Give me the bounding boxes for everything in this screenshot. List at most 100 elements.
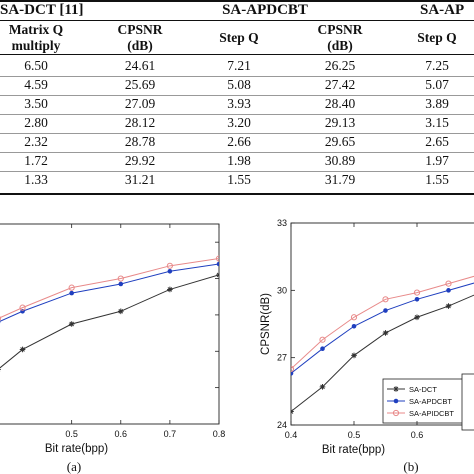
chart-panel-a: 0.5 0.6 0.7 0.8 Bit rate(bpp) (a) SA-DCT SA-APD…	[0, 223, 470, 474]
x-tick-label: 0.4	[285, 430, 298, 440]
data-point	[68, 321, 75, 327]
table-cell: 1.33	[24, 172, 48, 187]
sub-header-line: Step Q	[417, 30, 457, 45]
figure-panels: 0.5 0.6 0.7 0.8 Bit rate(bpp) (a) SA-DCT SA-APD…	[0, 218, 474, 474]
table-cell: 1.98	[227, 153, 251, 168]
data-point	[383, 308, 388, 313]
x-tick-label: 0.6	[115, 429, 128, 439]
data-point	[393, 386, 399, 392]
table-cell: 3.50	[24, 96, 48, 111]
data-point	[291, 371, 294, 376]
data-point	[393, 398, 399, 404]
data-point	[382, 296, 389, 303]
table-cell: 2.80	[24, 115, 48, 130]
table-cell: 26.25	[324, 58, 356, 73]
sub-header-1: CPSNR (dB)	[90, 22, 190, 54]
data-point	[351, 323, 357, 329]
x-tick-label: 0.8	[213, 429, 226, 439]
data-point	[167, 286, 173, 293]
table-cell: 2.32	[24, 134, 48, 149]
series-group	[0, 255, 219, 372]
data-point	[392, 409, 400, 417]
table-cell: 7.25	[425, 58, 449, 73]
table-bottom-rule	[0, 193, 474, 195]
data-point	[320, 346, 325, 351]
sub-header-line: Matrix Q	[8, 22, 64, 37]
series-line	[291, 275, 474, 370]
sub-header-4: Step Q	[387, 30, 474, 46]
y-tick-label: 30	[277, 285, 287, 295]
data-point	[413, 289, 421, 296]
data-point	[414, 297, 420, 302]
panel-label: (b)	[403, 459, 418, 474]
group-header-sa-ap: SA-AP	[420, 2, 465, 18]
row-divider	[0, 152, 474, 153]
table-cell: 1.97	[425, 153, 449, 168]
y-axis-label: CPSNR(dB)	[260, 293, 272, 355]
sub-header-line: CPSNR	[117, 22, 163, 37]
y-tick-label: 27	[277, 353, 287, 363]
sub-header-line: CPSNR	[317, 22, 363, 37]
data-point	[19, 304, 26, 311]
data-point	[19, 346, 26, 353]
data-point	[319, 336, 326, 343]
table-cell: 2.65	[425, 134, 449, 149]
plot-frame	[290, 222, 474, 426]
data-point	[291, 408, 294, 415]
sub-header-line: (dB)	[327, 38, 353, 53]
data-point	[445, 303, 452, 309]
row-divider	[0, 133, 474, 134]
table-cell: 30.89	[324, 153, 356, 168]
series-line	[0, 263, 219, 322]
table-cell: 2.66	[227, 134, 251, 149]
table-cell: 27.42	[324, 77, 356, 92]
data-point	[351, 352, 357, 359]
sub-header-line: Step Q	[219, 30, 259, 45]
legend-box	[461, 373, 474, 431]
table-cell: 25.69	[124, 77, 156, 92]
series-line	[0, 274, 219, 369]
table-cell: 3.15	[425, 115, 449, 130]
data-point	[445, 280, 452, 287]
group-header-rule	[0, 20, 474, 21]
series-group	[291, 275, 474, 415]
legend-entry: SA-DCT	[409, 385, 437, 394]
table-cell: 28.78	[124, 134, 156, 149]
data-point	[166, 262, 173, 269]
table-cell: 29.65	[324, 134, 356, 149]
data-point	[215, 255, 219, 262]
table-cell: 1.55	[227, 172, 251, 187]
series-line	[0, 258, 219, 319]
data-point	[117, 308, 124, 315]
legend-entry: SA-APIDCBT	[409, 409, 454, 418]
sub-header-line: multiply	[11, 38, 61, 53]
data-point	[382, 330, 389, 336]
table-cell: 5.07	[425, 77, 449, 92]
data-point	[117, 275, 124, 282]
x-axis-label: Bit rate(bpp)	[45, 443, 108, 455]
table-cell: 1.55	[425, 172, 449, 187]
group-header-sa-dct: SA-DCT [11]	[0, 2, 84, 18]
table-top-rule	[0, 0, 474, 2]
table-cell: 7.21	[227, 58, 251, 73]
row-divider	[0, 114, 474, 115]
chart-panel-b: 0.4 0.5 0.6 24 27 30 33 Bit rate(bpp) CPSNR(dB) (…	[260, 218, 474, 474]
data-point	[167, 268, 173, 274]
data-point	[118, 281, 124, 287]
data-point	[350, 314, 358, 321]
data-point	[291, 365, 295, 372]
row-divider	[0, 95, 474, 96]
x-tick-label: 0.5	[348, 430, 361, 440]
table-cell: 5.08	[227, 77, 251, 92]
data-point	[68, 284, 75, 291]
x-tick-label: 0.5	[65, 429, 78, 439]
y-tick-label: 33	[277, 218, 287, 228]
panel-label: (a)	[67, 459, 81, 474]
table-cell: 28.12	[124, 115, 156, 130]
data-point	[69, 290, 74, 296]
data-point	[414, 314, 420, 321]
legend-entry: SA-APDCBT	[409, 397, 452, 406]
row-divider	[0, 171, 474, 172]
x-axis-label: Bit rate(bpp)	[322, 444, 385, 456]
